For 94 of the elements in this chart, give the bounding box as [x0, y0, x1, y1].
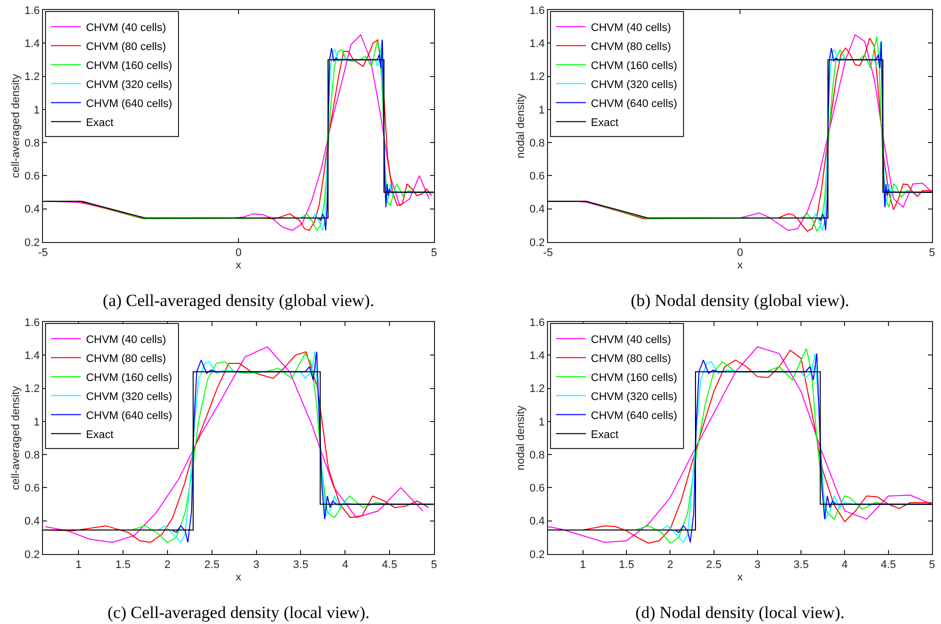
- legend-label: Exact: [86, 116, 114, 129]
- legend-label: CHVM (80 cells): [86, 40, 166, 53]
- y-tick-label: 1.6: [24, 316, 40, 329]
- y-tick-label: 1.6: [530, 316, 545, 329]
- legend-label: CHVM (320 cells): [86, 390, 172, 403]
- y-tick-label: 0.2: [530, 548, 545, 561]
- legend-label: CHVM (40 cells): [86, 334, 166, 346]
- y-tick-label: 0.2: [530, 236, 545, 249]
- x-tick-label: 5: [430, 559, 438, 572]
- y-axis-title: nodal density: [515, 93, 528, 158]
- legend-label: CHVM (320 cells): [590, 390, 678, 403]
- x-tick-label: 0: [235, 247, 242, 260]
- x-tick-label: 5: [928, 247, 936, 260]
- legend-label: Exact: [86, 428, 114, 441]
- legend-label: CHVM (80 cells): [86, 352, 166, 365]
- x-tick-label: 1: [75, 559, 82, 572]
- y-tick-label: 0.8: [530, 449, 545, 462]
- x-tick-label: 1.5: [618, 559, 634, 572]
- legend-label: Exact: [590, 116, 618, 129]
- y-tick-label: 1.4: [530, 350, 545, 362]
- x-tick-label: 1.5: [115, 559, 131, 572]
- legend-label: CHVM (80 cells): [590, 40, 671, 53]
- x-tick-label: 2.5: [706, 559, 722, 572]
- x-tick-label: 5: [928, 559, 936, 572]
- text: (d) Nodal density (local view).: [635, 602, 845, 622]
- y-tick-label: 0.8: [24, 449, 40, 462]
- y-tick-label: 0.8: [24, 137, 40, 150]
- text: (c) Cell-averaged density (local view).: [108, 602, 370, 622]
- y-tick-label: 0.6: [530, 482, 545, 495]
- y-tick-label: 0.2: [24, 548, 40, 561]
- legend-label: CHVM (160 cells): [590, 60, 678, 72]
- y-tick-label: 1.2: [530, 383, 545, 396]
- x-tick-label: -5: [38, 247, 48, 260]
- y-axis-title: cell-averaged density: [10, 386, 22, 490]
- y-tick-label: 0.2: [24, 236, 40, 249]
- y-tick-label: 0.6: [24, 482, 40, 495]
- x-tick-label: 2.5: [204, 559, 220, 572]
- y-tick-label: 0.4: [530, 516, 545, 528]
- legend-label: CHVM (640 cells): [86, 98, 172, 110]
- legend-label: CHVM (40 cells): [86, 22, 166, 34]
- legend-label: CHVM (40 cells): [590, 334, 671, 346]
- text: (a) Cell-averaged density (global view).: [102, 290, 374, 310]
- y-tick-label: 1: [34, 416, 40, 428]
- x-tick-label: 2: [667, 559, 674, 572]
- x-axis-title: x: [737, 259, 744, 272]
- line-series: [43, 59, 434, 218]
- legend-label: CHVM (40 cells): [590, 22, 671, 34]
- y-tick-label: 1.2: [24, 383, 40, 396]
- y-tick-label: 1: [34, 104, 40, 116]
- x-tick-label: 4.5: [382, 559, 398, 572]
- legend-label: CHVM (320 cells): [86, 78, 172, 91]
- x-tick-label: 5: [430, 247, 438, 260]
- y-tick-label: 1.6: [530, 4, 545, 17]
- legend-label: CHVM (320 cells): [590, 78, 678, 91]
- y-tick-label: 0.4: [530, 204, 545, 216]
- y-tick-label: 1.4: [530, 38, 545, 50]
- legend-label: CHVM (160 cells): [590, 372, 678, 384]
- text: (b) Nodal density (global view).: [630, 290, 850, 310]
- x-tick-label: 1: [580, 559, 586, 572]
- line-series: [548, 59, 932, 218]
- x-tick-label: 3.5: [793, 559, 809, 572]
- x-tick-label: 3.5: [293, 559, 308, 572]
- y-tick-label: 0.8: [530, 137, 545, 150]
- x-tick-label: -5: [543, 247, 553, 260]
- x-tick-label: 3: [253, 559, 260, 572]
- x-tick-label: 2: [164, 559, 170, 572]
- y-tick-label: 0.4: [24, 204, 40, 216]
- x-tick-label: 0: [736, 247, 744, 260]
- y-tick-label: 0.6: [530, 170, 545, 183]
- y-tick-label: 1.2: [24, 71, 40, 84]
- x-tick-label: 4.5: [880, 559, 896, 572]
- x-axis-title: x: [737, 571, 744, 584]
- y-axis-title: nodal density: [515, 405, 528, 470]
- y-tick-label: 0.4: [24, 516, 40, 528]
- y-axis-title: cell-averaged density: [10, 74, 22, 178]
- x-axis-title: x: [236, 571, 242, 584]
- x-tick-label: 4: [342, 559, 348, 572]
- legend-label: CHVM (640 cells): [86, 410, 172, 422]
- legend-label: CHVM (160 cells): [86, 60, 172, 72]
- y-tick-label: 1.4: [24, 350, 40, 362]
- legend-label: CHVM (640 cells): [590, 410, 678, 422]
- legend-label: CHVM (160 cells): [86, 372, 172, 384]
- y-tick-label: 1.6: [24, 4, 40, 17]
- x-tick-label: 4: [842, 559, 848, 572]
- legend-label: CHVM (640 cells): [590, 98, 678, 110]
- y-tick-label: 1.2: [530, 71, 545, 84]
- y-tick-label: 1: [538, 416, 545, 428]
- y-tick-label: 0.6: [24, 170, 40, 183]
- y-tick-label: 1: [538, 104, 545, 116]
- x-axis-title: x: [236, 259, 242, 272]
- x-tick-label: 3: [754, 559, 761, 572]
- y-tick-label: 1.4: [24, 38, 40, 50]
- legend-label: CHVM (80 cells): [590, 352, 671, 365]
- legend-label: Exact: [590, 428, 618, 441]
